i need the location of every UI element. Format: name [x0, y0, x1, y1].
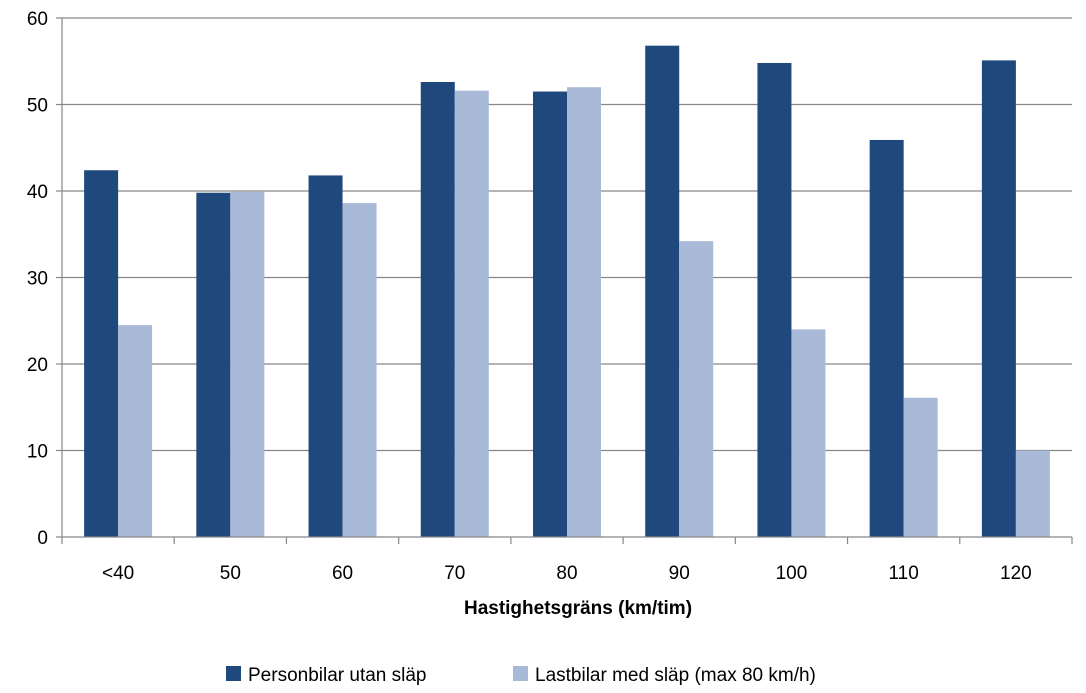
axes	[56, 17, 1073, 544]
y-tick-label: 20	[27, 355, 48, 376]
bar-personbilar	[981, 60, 1016, 537]
bar-lastbilar	[230, 191, 265, 538]
x-tick-label: 80	[556, 563, 577, 584]
bar-personbilar	[84, 170, 119, 538]
x-tick-label: 70	[444, 563, 465, 584]
y-tick-label: 30	[27, 269, 48, 290]
y-tick-label: 10	[27, 442, 48, 463]
y-tick-label: 0	[37, 528, 48, 549]
bar-lastbilar	[903, 397, 938, 537]
tick-labels: 0 10 20 30 40 50 60 <40 50 60 70 80 90 100 110 120	[27, 9, 1032, 584]
bar-personbilar	[420, 82, 455, 537]
bar-personbilar	[869, 139, 904, 537]
x-tick-label: 90	[669, 563, 690, 584]
bar-lastbilar	[567, 87, 601, 537]
bar-lastbilar	[118, 325, 153, 537]
bar-personbilar	[196, 192, 231, 538]
y-tick-label: 60	[27, 9, 48, 30]
x-tick-label: 60	[332, 563, 353, 584]
legend: Personbilar utan släp Lastbilar med släp …	[226, 665, 816, 686]
x-tick-label: 110	[889, 563, 919, 584]
legend-swatch	[226, 666, 241, 681]
bar-personbilar	[533, 91, 567, 538]
x-tick-label: 100	[776, 563, 808, 584]
bar-lastbilar	[679, 241, 714, 538]
x-tick-label: <40	[102, 563, 134, 584]
legend-swatch	[513, 666, 528, 681]
bar-lastbilar	[1015, 450, 1050, 537]
bar-personbilar	[645, 45, 680, 538]
x-axis-title: Hastighetsgräns (km/tim)	[464, 598, 692, 619]
bar-lastbilar	[791, 329, 826, 537]
y-tick-label: 40	[27, 182, 48, 203]
bar-lastbilar	[342, 203, 377, 538]
legend-label: Personbilar utan släp	[248, 665, 427, 686]
bar-lastbilar	[454, 90, 489, 537]
x-tick-label: 50	[220, 563, 241, 584]
legend-label: Lastbilar med släp (max 80 km/h)	[535, 665, 816, 686]
y-tick-label: 50	[27, 96, 48, 117]
bar-personbilar	[308, 175, 343, 537]
bars	[84, 45, 1050, 538]
bar-personbilar	[757, 62, 792, 537]
x-tick-label: 120	[1000, 563, 1032, 584]
